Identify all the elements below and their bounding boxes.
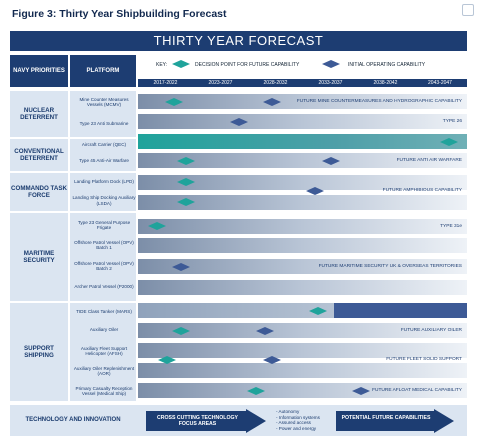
platform-column-bg [70,303,136,401]
bar-note: FUTURE ANTI AIR WARFARE [396,158,462,163]
group-support-shipping: SUPPORT SHIPPING [10,303,68,401]
figure-title: Figure 3: Thirty Year Shipbuilding Forec… [12,8,227,20]
period-label: 2043-2047 [428,80,452,86]
legend-ioc-label: INITIAL OPERATING CAPABILITY [348,62,426,68]
timeline-bar-pcrv [138,383,467,398]
future-capabilities-arrow [336,409,454,438]
platform-lsda: Landing Ship Docking Auxiliary (LSDA) [72,195,136,206]
platform-lpd: Landing Platform Dock (LPD) [74,179,134,185]
period-label: 2023-2027 [208,80,233,86]
group-maritime-security: MARITIME SECURITY [10,213,68,301]
group-conventional-deterrent: CONVENTIONAL DETERRENT [10,139,68,171]
bar-note: FUTURE AFLOAT MEDICAL CAPABILITY [372,388,462,393]
period-header: 2017-2022 2023-2027 2028-2032 2033-2037 … [138,79,467,87]
ioc-diamond-icon [263,356,281,364]
bar-note: TYPE 26 [442,119,462,124]
navy-priorities-header: NAVY PRIORITIES [10,55,68,87]
timeline-bar-aux-oiler [138,323,467,338]
bar-note: FUTURE MINE COUNTERMEASURES AND HYDROGRA… [296,99,462,104]
technology-bullets: - Autonomy - Information systems - Assur… [276,409,320,431]
platform-column-bg [70,213,136,301]
ioc-diamond-icon [322,157,340,165]
platform-aor: Auxiliary Oiler Replenishment (AOR) [73,365,135,376]
bullet-item: - Autonomy [276,409,300,414]
bar-note: FUTURE AUXILIARY OILER [400,328,462,333]
bar-note: FUTURE AMPHIBIOUS CAPABILITY [382,188,462,193]
legend-label: KEY: [156,62,168,68]
decision-diamond-icon [247,387,265,395]
platform-tide: TIDE Class Tanker (MARS) [76,309,132,315]
timeline-bar-lsda [138,195,467,210]
platform-column-bg [70,173,136,211]
decision-diamond-icon [177,178,195,186]
timeline-bar-type23-as [138,114,467,129]
platform-header: PLATFORM [70,55,136,87]
timeline-bar-mcmv [138,94,467,109]
bullet-item: - Information systems [276,414,320,420]
platform-column-bg [70,139,136,171]
decision-diamond-icon [177,157,195,165]
decision-diamond-icon [440,138,458,146]
platform-afsh: Auxiliary Fleet Support Helicopter (AFSH… [80,345,128,356]
ioc-diamond-icon [230,118,248,126]
cross-cutting-label: CROSS CUTTING TECHNOLOGY FOCUS AREAS [157,415,238,427]
group-commando-task-force: COMMANDO TASK FORCE [10,173,68,211]
bar-note: TYPE 31e [440,224,462,229]
ioc-diamond-icon [352,387,370,395]
timeline-bar-opv-b1 [138,238,467,253]
bullet-item: - Assured access [276,420,311,425]
platform-type23-gp: Type 23 General Purpose Frigate [77,219,131,230]
decision-diamond-icon [148,222,166,230]
platform-mcmv: Mine Counter Measures Vessels (MCMV) [79,96,129,107]
ioc-diamond-icon [306,187,324,195]
platform-opv-b2: Offshore Patrol Vessel (OPV) Batch 2 [74,260,134,271]
period-label: 2028-2032 [263,80,288,86]
bar-note: FUTURE FLEET SOLID SUPPORT [386,357,462,362]
timeline-bar-tide-future [334,303,467,318]
platform-qec: Aircraft Carrier (QEC) [81,142,127,148]
cross-cutting-arrow [146,409,266,438]
decision-point-diamond-icon [172,60,190,68]
bullet-item: - Power and energy [276,425,317,431]
platform-type45: Type 45 Anti-Air Warfare [79,158,129,164]
timeline-bar-type23-gp [138,219,467,234]
decision-diamond-icon [177,198,195,206]
bar-note: FUTURE MARITIME SECURITY UK & OVERSEAS T… [318,264,462,269]
technology-title: TECHNOLOGY AND INNOVATION [25,417,121,423]
timeline-bar-aor [138,363,467,378]
timeline-bar-afsh [138,343,467,358]
expand-icon[interactable] [462,4,474,16]
platform-column-bg [70,91,136,137]
timeline-bar-type45 [138,153,467,168]
timeline-bar-lpd [138,175,467,190]
ioc-diamond-icon [172,263,190,271]
decision-diamond-icon [165,98,183,106]
platform-pcrv: Primary Casualty Reception Vessel (Medic… [75,385,133,396]
legend: KEY: DECISION POINT FOR FUTURE CAPABILIT… [142,55,467,75]
ioc-diamond-icon [256,327,274,335]
platform-p2000: Archer Patrol Vessel (P2000) [74,284,134,290]
ioc-diamond-icon [263,98,281,106]
legend-decision-label: DECISION POINT FOR FUTURE CAPABILITY [195,62,300,68]
period-label: 2017-2022 [153,80,178,86]
timeline-bar-qec [138,134,467,149]
platform-aux-oiler: Auxiliary Oiler [89,327,119,333]
decision-diamond-icon [309,307,327,315]
platform-type23-as: Type 23 Anti Submarine [79,121,129,127]
ioc-diamond-icon [322,60,340,68]
platform-opv-b1: Offshore Patrol Vessel (OPV) Batch 1 [74,239,134,250]
future-capabilities-label: POTENTIAL FUTURE CAPABILITIES [341,415,431,421]
decision-diamond-icon [158,356,176,364]
period-label: 2038-2042 [373,80,398,86]
group-nuclear-deterrent: NUCLEAR DETERRENT [10,91,68,137]
timeline-bar-opv-b2 [138,259,467,274]
period-label: 2033-2037 [318,80,343,86]
decision-diamond-icon [172,327,190,335]
forecast-banner: THIRTY YEAR FORECAST [10,31,467,51]
timeline-bar-p2000 [138,280,467,295]
